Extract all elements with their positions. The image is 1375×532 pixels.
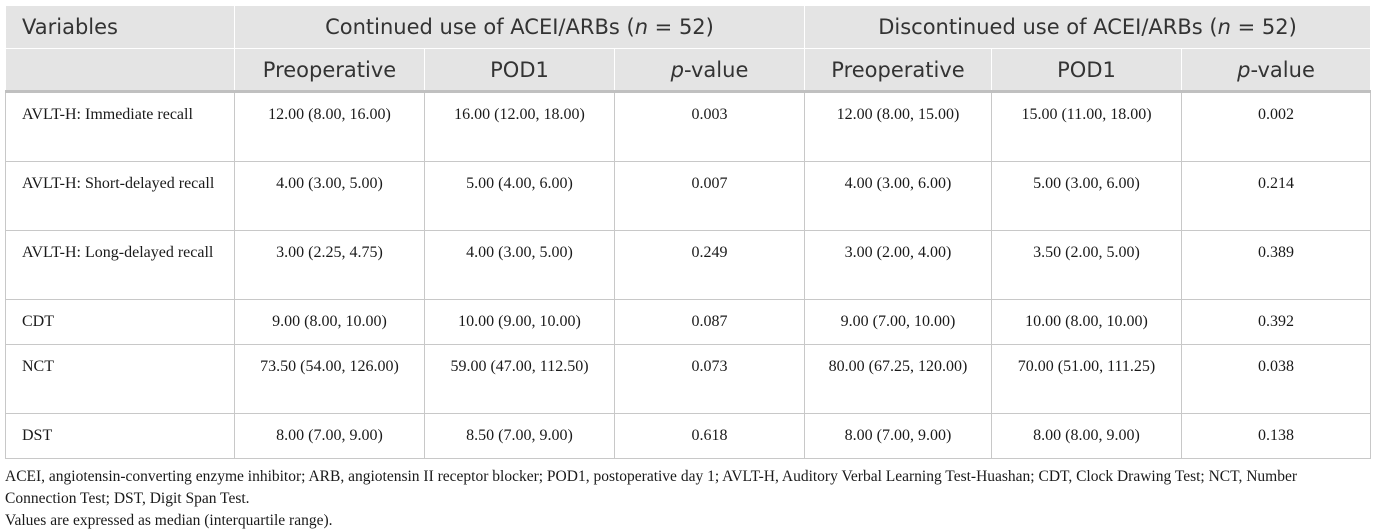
cell-discontinued-pod1: 3.50 (2.00, 5.00) — [991, 230, 1182, 300]
table-row: CDT 9.00 (8.00, 10.00) 10.00 (9.00, 10.0… — [5, 299, 1372, 345]
table-row: AVLT-H: Short-delayed recall 4.00 (3.00,… — [5, 161, 1372, 231]
values-note: Values are expressed as median (interqua… — [5, 512, 333, 529]
cell-continued-pod1: 4.00 (3.00, 5.00) — [424, 230, 615, 300]
table-container: Variables Continued use of ACEI/ARBs (n … — [5, 5, 1372, 532]
header-group-continued: Continued use of ACEI/ARBs (n = 52) — [234, 5, 805, 49]
header-continued-pod1: POD1 — [424, 48, 615, 92]
cell-continued-p-value: 0.618 — [614, 413, 805, 459]
cell-discontinued-preoperative: 8.00 (7.00, 9.00) — [804, 413, 992, 459]
cell-discontinued-preoperative: 9.00 (7.00, 10.00) — [804, 299, 992, 345]
cell-continued-p-value: 0.007 — [614, 161, 805, 231]
cell-continued-p-value: 0.087 — [614, 299, 805, 345]
cell-continued-pod1: 8.50 (7.00, 9.00) — [424, 413, 615, 459]
cell-discontinued-preoperative: 12.00 (8.00, 15.00) — [804, 91, 992, 162]
table-body: AVLT-H: Immediate recall 12.00 (8.00, 16… — [5, 91, 1372, 459]
cell-discontinued-preoperative: 4.00 (3.00, 6.00) — [804, 161, 992, 231]
row-variable: AVLT-H: Long-delayed recall — [5, 230, 235, 300]
cell-continued-p-value: 0.073 — [614, 344, 805, 414]
cell-continued-preoperative: 4.00 (3.00, 5.00) — [234, 161, 425, 231]
cell-discontinued-pod1: 8.00 (8.00, 9.00) — [991, 413, 1182, 459]
cell-continued-pod1: 16.00 (12.00, 18.00) — [424, 91, 615, 162]
cell-discontinued-p-value: 0.138 — [1180, 413, 1372, 459]
cell-discontinued-p-value: 0.002 — [1180, 91, 1372, 162]
cell-continued-p-value: 0.249 — [614, 230, 805, 300]
cell-continued-pod1: 10.00 (9.00, 10.00) — [424, 299, 615, 345]
cell-discontinued-pod1: 10.00 (8.00, 10.00) — [991, 299, 1182, 345]
header-discontinued-pod1: POD1 — [991, 48, 1182, 92]
cell-discontinued-pod1: 70.00 (51.00, 111.25) — [991, 344, 1182, 414]
table-row: NCT 73.50 (54.00, 126.00) 59.00 (47.00, … — [5, 344, 1372, 414]
header-blank — [5, 48, 235, 92]
cell-discontinued-p-value: 0.214 — [1180, 161, 1372, 231]
cell-continued-preoperative: 73.50 (54.00, 126.00) — [234, 344, 425, 414]
cell-discontinued-preoperative: 3.00 (2.00, 4.00) — [804, 230, 992, 300]
table-footnotes: ACEI, angiotensin-converting enzyme inhi… — [5, 466, 1370, 532]
header-group-discontinued: Discontinued use of ACEI/ARBs (n = 52) — [803, 5, 1372, 49]
table-row: DST 8.00 (7.00, 9.00) 8.50 (7.00, 9.00) … — [5, 413, 1372, 459]
header-variables: Variables — [5, 5, 235, 49]
results-table: Variables Continued use of ACEI/ARBs (n … — [5, 5, 1372, 459]
cell-continued-preoperative: 9.00 (8.00, 10.00) — [234, 299, 425, 345]
cell-discontinued-pod1: 5.00 (3.00, 6.00) — [991, 161, 1182, 231]
row-variable: AVLT-H: Immediate recall — [5, 91, 235, 162]
row-variable: CDT — [5, 299, 235, 345]
cell-continued-p-value: 0.003 — [614, 91, 805, 162]
row-variable: AVLT-H: Short-delayed recall — [5, 161, 235, 231]
cell-continued-preoperative: 12.00 (8.00, 16.00) — [234, 91, 425, 162]
row-variable: DST — [5, 413, 235, 459]
header-discontinued-preoperative: Preoperative — [804, 48, 992, 92]
cell-continued-preoperative: 3.00 (2.25, 4.75) — [234, 230, 425, 300]
cell-continued-preoperative: 8.00 (7.00, 9.00) — [234, 413, 425, 459]
header-discontinued-p-value: p-value — [1180, 48, 1372, 92]
cell-discontinued-pod1: 15.00 (11.00, 18.00) — [991, 91, 1182, 162]
header-continued-preoperative: Preoperative — [234, 48, 425, 92]
row-variable: NCT — [5, 344, 235, 414]
cell-continued-pod1: 5.00 (4.00, 6.00) — [424, 161, 615, 231]
cell-continued-pod1: 59.00 (47.00, 112.50) — [424, 344, 615, 414]
cell-discontinued-p-value: 0.038 — [1180, 344, 1372, 414]
table-row: AVLT-H: Immediate recall 12.00 (8.00, 16… — [5, 91, 1372, 162]
abbreviations-note: ACEI, angiotensin-converting enzyme inhi… — [5, 468, 1297, 507]
cell-discontinued-p-value: 0.392 — [1180, 299, 1372, 345]
table-row: AVLT-H: Long-delayed recall 3.00 (2.25, … — [5, 230, 1372, 300]
table-header: Variables Continued use of ACEI/ARBs (n … — [5, 5, 1372, 92]
cell-discontinued-p-value: 0.389 — [1180, 230, 1372, 300]
cell-discontinued-preoperative: 80.00 (67.25, 120.00) — [804, 344, 992, 414]
header-continued-p-value: p-value — [614, 48, 805, 92]
